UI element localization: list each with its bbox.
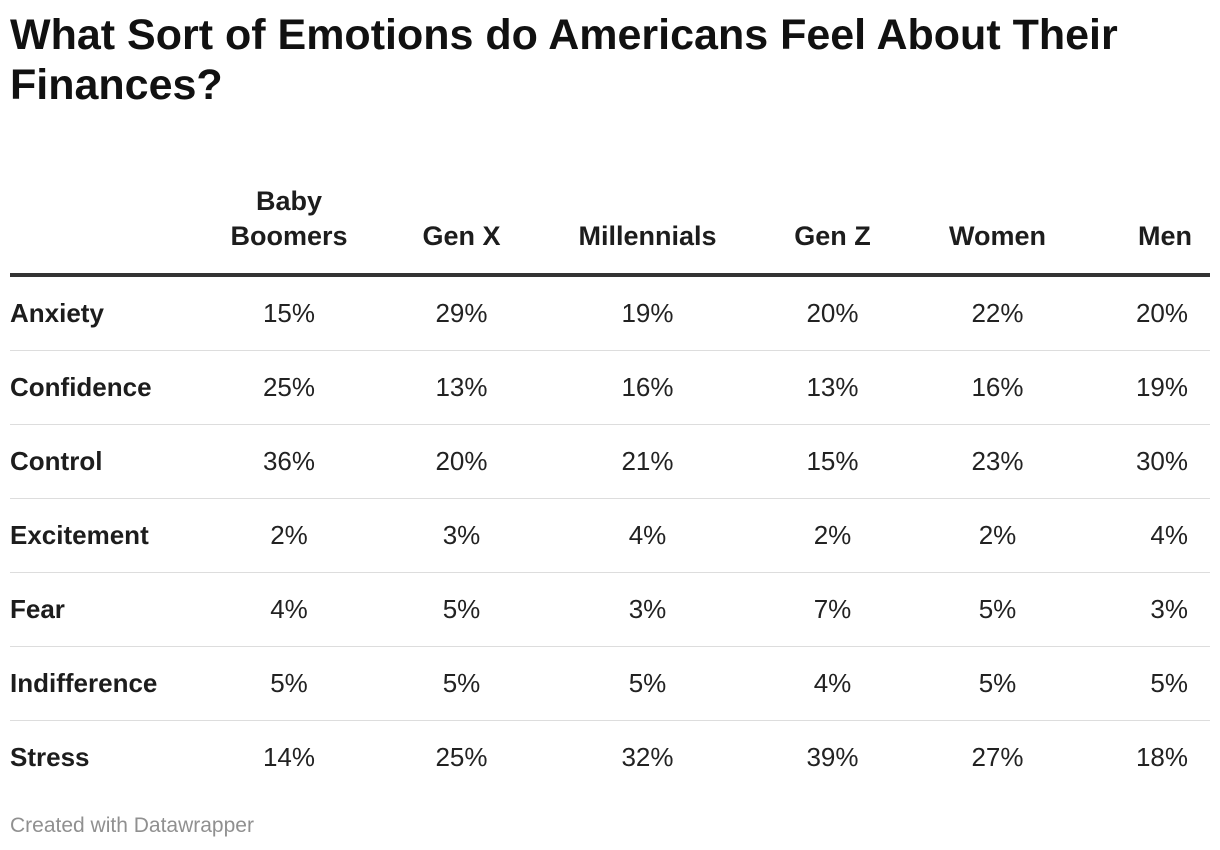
table-cell: 2% — [915, 498, 1080, 573]
table-cell: 16% — [915, 350, 1080, 425]
table-cell: 3% — [378, 498, 545, 573]
column-header: Gen X — [378, 160, 545, 277]
table-row: Stress 14% 25% 32% 39% 27% 18% — [10, 721, 1210, 795]
datawrapper-credit: Created with Datawrapper — [10, 814, 254, 837]
table-cell: 30% — [1080, 424, 1210, 499]
table-cell: 3% — [545, 572, 750, 647]
row-label: Anxiety — [10, 275, 200, 351]
table-row: Anxiety 15% 29% 19% 20% 22% 20% — [10, 275, 1210, 351]
table-cell: 2% — [200, 498, 378, 573]
table-cell: 5% — [378, 646, 545, 721]
table-cell: 4% — [1080, 498, 1210, 573]
chart-title: What Sort of Emotions do Americans Feel … — [10, 11, 1118, 109]
column-header: Men — [1080, 160, 1210, 277]
table-cell: 39% — [806, 742, 859, 772]
table-row: Fear 4% 5% 3% 7% 5% 3% — [10, 572, 1210, 647]
table-cell: 15% — [750, 424, 915, 499]
column-header: Women — [915, 160, 1080, 277]
row-label-header — [10, 160, 200, 277]
table-cell: 5% — [915, 646, 1080, 721]
table-cell: 25% — [435, 742, 488, 772]
table-cell: 18% — [1135, 742, 1188, 772]
table-cell: 20% — [750, 275, 915, 351]
table-cell: 22% — [915, 275, 1080, 351]
row-label: Stress — [10, 742, 90, 772]
table-cell: 21% — [545, 424, 750, 499]
table-row: Excitement 2% 3% 4% 2% 2% 4% — [10, 498, 1210, 573]
table-row: Control 36% 20% 21% 15% 23% 30% — [10, 424, 1210, 499]
column-header: Gen Z — [750, 160, 915, 277]
table-cell: 19% — [545, 275, 750, 351]
row-label: Indifference — [10, 646, 200, 721]
table-cell: 5% — [915, 572, 1080, 647]
table-cell: 25% — [200, 350, 378, 425]
column-header: Baby Boomers — [200, 160, 378, 277]
table-row: Confidence 25% 13% 16% 13% 16% 19% — [10, 350, 1210, 425]
table-cell: 7% — [750, 572, 915, 647]
table-cell: 20% — [378, 424, 545, 499]
table-cell: 4% — [545, 498, 750, 573]
row-label: Excitement — [10, 498, 200, 573]
table-cell: 5% — [1080, 646, 1210, 721]
row-label: Confidence — [10, 350, 200, 425]
table-cell: 3% — [1080, 572, 1210, 647]
table-cell: 5% — [200, 646, 378, 721]
row-label: Control — [10, 424, 200, 499]
table-cell: 20% — [1080, 275, 1210, 351]
table-cell: 13% — [378, 350, 545, 425]
table-cell: 19% — [1080, 350, 1210, 425]
table-row: Indifference 5% 5% 5% 4% 5% 5% — [10, 646, 1210, 721]
table-cell: 5% — [545, 646, 750, 721]
table-cell: 4% — [200, 572, 378, 647]
table-cell: 13% — [750, 350, 915, 425]
table-cell: 5% — [378, 572, 545, 647]
data-table: Baby Boomers Gen X Millennials Gen Z Wom… — [10, 160, 1210, 794]
table-cell: 32% — [621, 742, 674, 772]
row-label: Fear — [10, 572, 200, 647]
table-cell: 23% — [915, 424, 1080, 499]
table-cell: 2% — [750, 498, 915, 573]
table-cell: 4% — [750, 646, 915, 721]
table-cell: 14% — [262, 742, 316, 772]
table-cell: 29% — [378, 275, 545, 351]
table-cell: 15% — [200, 275, 378, 351]
column-header: Millennials — [545, 160, 750, 277]
header-row: Baby Boomers Gen X Millennials Gen Z Wom… — [10, 160, 1210, 277]
table-cell: 16% — [545, 350, 750, 425]
table-cell: 27% — [971, 742, 1024, 772]
table-cell: 36% — [200, 424, 378, 499]
